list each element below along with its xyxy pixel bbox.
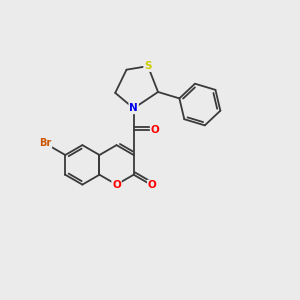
Text: O: O [151, 125, 159, 135]
Text: O: O [148, 180, 157, 190]
Text: O: O [112, 180, 121, 190]
Text: N: N [129, 103, 138, 113]
Text: S: S [144, 61, 152, 71]
Text: Br: Br [39, 138, 51, 148]
